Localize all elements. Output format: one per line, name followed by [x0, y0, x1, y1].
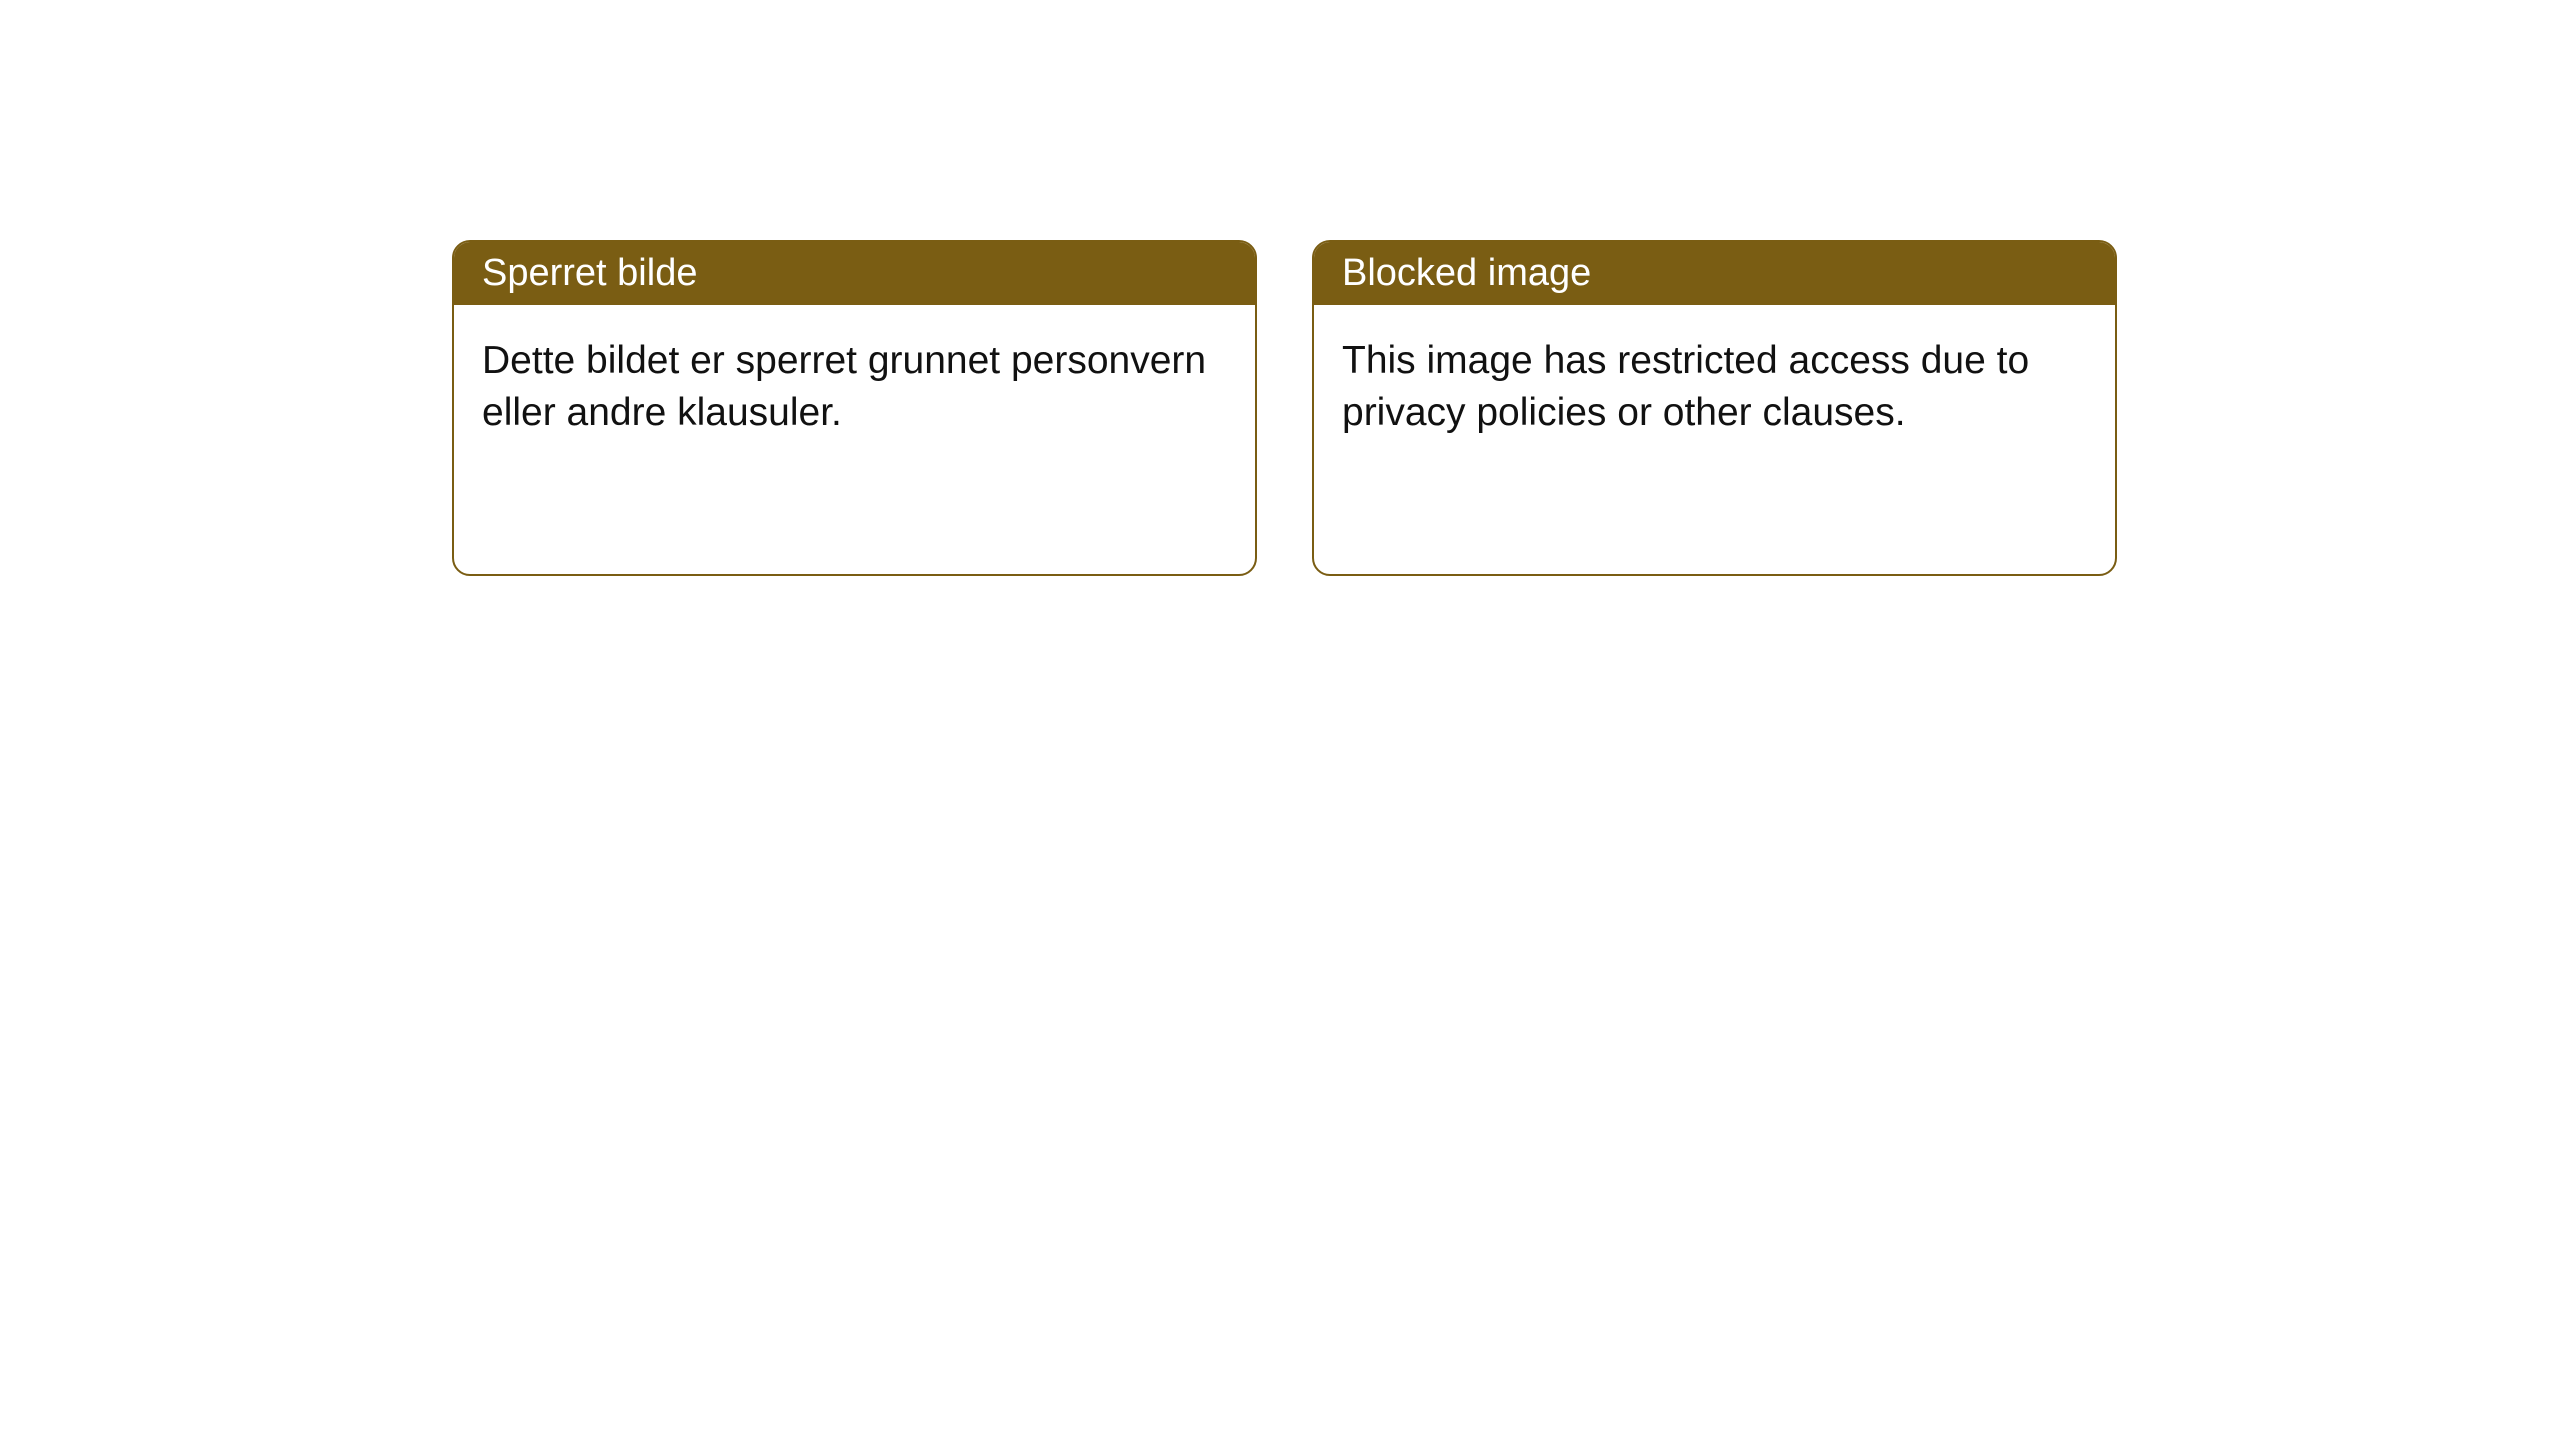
cards-container: Sperret bilde Dette bildet er sperret gr… — [0, 0, 2560, 576]
card-body-text: This image has restricted access due to … — [1342, 339, 2029, 434]
card-title: Blocked image — [1342, 252, 1591, 294]
card-header: Blocked image — [1314, 242, 2115, 305]
card-title: Sperret bilde — [482, 252, 697, 294]
card-body: This image has restricted access due to … — [1314, 305, 2115, 469]
card-header: Sperret bilde — [454, 242, 1255, 305]
blocked-image-card-no: Sperret bilde Dette bildet er sperret gr… — [452, 240, 1257, 576]
card-body: Dette bildet er sperret grunnet personve… — [454, 305, 1255, 469]
card-body-text: Dette bildet er sperret grunnet personve… — [482, 339, 1206, 434]
blocked-image-card-en: Blocked image This image has restricted … — [1312, 240, 2117, 576]
